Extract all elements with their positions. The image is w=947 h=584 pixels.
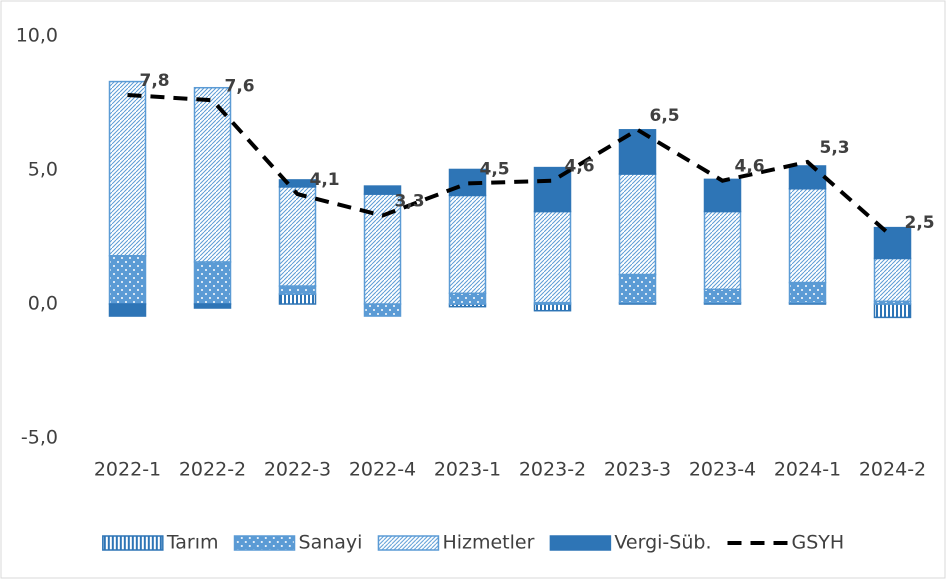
bar-segment	[193, 86, 232, 263]
bar-segment	[703, 178, 742, 213]
bar-segment	[533, 303, 572, 312]
x-tick-label: 2023-2	[519, 459, 586, 481]
bar-segment	[108, 80, 147, 257]
data-label: 7,6	[225, 76, 255, 96]
data-label: 4,1	[310, 170, 340, 190]
legend-label: Hizmetler	[442, 532, 534, 554]
bar-segment	[873, 303, 912, 319]
data-label: 2,5	[905, 213, 935, 233]
data-label: 3,3	[395, 192, 425, 212]
bar-segment	[278, 293, 317, 305]
bar-segment	[278, 186, 317, 287]
y-tick-label: 0,0	[28, 293, 58, 315]
bar-segment	[193, 303, 232, 309]
bar-segment	[193, 261, 232, 305]
bar-segment	[278, 285, 317, 295]
x-tick-label: 2022-2	[179, 459, 246, 481]
bar-segment	[448, 292, 487, 305]
x-tick-label: 2024-1	[774, 459, 841, 481]
bar-segment	[873, 226, 912, 260]
x-tick-label: 2023-1	[434, 459, 501, 481]
legend-swatch	[377, 535, 440, 551]
x-tick-label: 2024-2	[859, 459, 926, 481]
bar-segment	[448, 194, 487, 295]
legend-swatch	[549, 535, 612, 551]
bar-segment	[363, 303, 402, 317]
data-label: 7,8	[140, 71, 170, 91]
line	[127, 92, 894, 239]
y-tick-label: 5,0	[28, 159, 58, 181]
bar-segment	[788, 165, 827, 190]
data-label: 5,3	[820, 138, 850, 158]
legend-swatch	[102, 535, 164, 551]
y-tick-label: 10,0	[16, 25, 58, 47]
legend-label: Tarım	[166, 532, 219, 554]
bar-segment	[703, 210, 742, 291]
data-label: 4,6	[565, 157, 595, 177]
x-tick-label: 2022-3	[264, 459, 331, 481]
bar-segment	[363, 185, 402, 195]
legend-label: Vergi-Süb.	[614, 532, 711, 554]
bar-segment	[108, 303, 147, 317]
bar-segment	[788, 281, 827, 304]
bar-segment	[873, 257, 912, 303]
x-tick-label: 2022-1	[94, 459, 161, 481]
legend-swatch	[233, 535, 296, 551]
legend-label: GSYH	[792, 532, 845, 554]
y-tick-label: -5,0	[21, 427, 58, 449]
bar-segment	[618, 273, 657, 304]
bar-segment	[618, 173, 657, 276]
bar-segment	[788, 188, 827, 284]
bar-segment	[278, 179, 317, 188]
legend-label: Sanayi	[299, 532, 363, 554]
data-label: 4,6	[735, 157, 765, 177]
bar-segment	[703, 288, 742, 304]
bar-segment	[533, 210, 572, 304]
bar-segment	[108, 255, 147, 305]
data-label: 4,5	[480, 159, 510, 179]
x-tick-label: 2022-4	[349, 459, 416, 481]
x-tick-label: 2023-4	[689, 459, 756, 481]
data-label: 6,5	[650, 106, 680, 126]
x-tick-label: 2023-3	[604, 459, 671, 481]
